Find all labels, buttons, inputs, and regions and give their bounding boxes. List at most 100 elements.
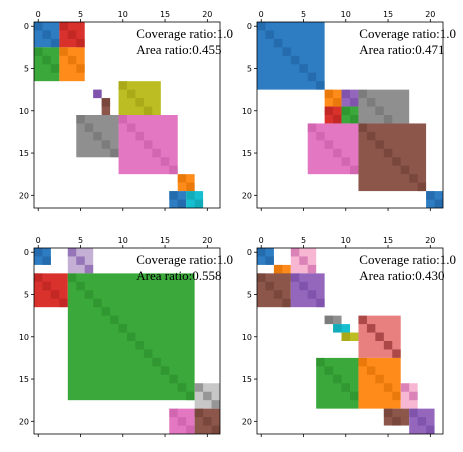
block-1-diag-cell [67, 30, 77, 39]
block-4-diag-cell [316, 298, 325, 308]
plot-frame [33, 247, 221, 435]
block-6-diag-cell [194, 408, 204, 418]
block-8-diag-cell [135, 131, 144, 141]
block-1-diag-cell [333, 98, 342, 107]
block-4-diag-cell [290, 273, 300, 282]
block-3-diag-cell [76, 64, 85, 73]
block-2-diag-cell [341, 89, 350, 99]
block-6-diag-cell [135, 98, 144, 107]
block-10-diag-cell [392, 391, 401, 401]
block-8-diag-cell [383, 341, 393, 350]
block-3-diag-cell [135, 341, 144, 350]
block-0-diag-cell [257, 248, 266, 257]
block-2-diag-cell [50, 290, 60, 299]
block-3-diag-cell [67, 55, 77, 65]
block-11-diag-cell [400, 383, 410, 392]
x-tick-label: 20 [202, 236, 212, 245]
y-tick-label: 0 [247, 22, 252, 31]
block-5-diag-cell [366, 98, 376, 107]
x-tick-label: 15 [383, 10, 393, 19]
block-7-diag-cell [383, 148, 393, 158]
block-2-diag-cell [42, 55, 51, 65]
block-7-diag-cell [341, 332, 350, 341]
block-8-diag-cell [169, 165, 178, 175]
block-9-diag-cell [350, 391, 359, 401]
y-tick-label: 10 [242, 107, 252, 116]
block-11-diag-cell [194, 199, 204, 208]
x-tick-label: 0 [259, 10, 264, 19]
block-2-diag-cell [50, 64, 60, 73]
block-7-diag-cell [409, 174, 418, 183]
y-tick-label: 5 [247, 65, 252, 74]
block-0-diag-cell [307, 72, 317, 82]
block-8-diag-cell [358, 315, 367, 325]
block-8-diag-cell [434, 199, 443, 208]
block-6-diag-cell [211, 425, 220, 434]
block-0-diag-cell [265, 256, 274, 265]
y-tick-label: 15 [242, 149, 252, 158]
plot-frame [256, 247, 444, 435]
y-tick-label: 0 [24, 22, 29, 31]
block-3-diag-cell [169, 374, 178, 384]
block-5-diag-cell [383, 115, 393, 124]
block-1-diag-cell [59, 22, 68, 31]
block-6-diag-cell [333, 148, 342, 158]
annotation-line-1: Area ratio:0.558 [136, 268, 221, 283]
block-6-diag-cell [307, 123, 317, 132]
block-3-diag-cell [333, 115, 342, 124]
block-7-diag-cell [366, 131, 376, 141]
block-3-diag-cell [273, 290, 283, 299]
block-3-diag-cell [84, 290, 94, 299]
x-tick-label: 15 [160, 10, 170, 19]
x-tick-label: 15 [160, 236, 170, 245]
block-11-diag-cell [409, 391, 418, 401]
block-3-diag-cell [177, 383, 187, 392]
block-10-diag-cell [383, 383, 393, 392]
block-4-diag-cell [211, 400, 220, 409]
block-8-diag-cell [366, 324, 376, 333]
block-0-diag-cell [34, 248, 43, 257]
block-2-diag-cell [307, 264, 317, 274]
block-5-diag-cell [101, 98, 111, 107]
y-tick-label: 5 [247, 291, 252, 300]
y-tick-label: 5 [24, 65, 29, 74]
block-5-diag-cell [177, 417, 187, 426]
block-8-diag-cell [375, 332, 384, 341]
x-tick-label: 10 [118, 10, 128, 19]
block-7-diag-cell [101, 140, 111, 149]
block-2-diag-cell [34, 273, 43, 282]
block-10-diag-cell [169, 191, 178, 200]
block-0-diag-cell [265, 30, 274, 39]
block-4-diag-cell [93, 89, 102, 99]
x-tick-label: 20 [425, 236, 435, 245]
block-3-diag-cell [118, 324, 127, 333]
y-tick-label: 20 [242, 191, 252, 200]
block-2-diag-cell [350, 98, 359, 107]
y-tick-label: 20 [19, 191, 29, 200]
block-5-diag-cell [324, 315, 334, 325]
block-0-diag-cell [42, 256, 51, 265]
block-6-diag-cell [333, 324, 342, 333]
block-2-diag-cell [59, 298, 68, 308]
block-7-diag-cell [76, 115, 85, 124]
block-3-diag-cell [67, 273, 77, 282]
block-3-diag-cell [127, 332, 136, 341]
block-0-diag-cell [316, 81, 325, 90]
block-3-diag-cell [152, 357, 161, 367]
block-4-diag-cell [341, 106, 350, 115]
x-tick-label: 0 [36, 236, 41, 245]
x-tick-label: 0 [259, 236, 264, 245]
block-8-diag-cell [143, 140, 153, 149]
block-3-diag-cell [282, 298, 291, 308]
block-4-diag-cell [194, 383, 204, 392]
x-tick-label: 5 [78, 236, 83, 245]
block-1-diag-cell [324, 89, 334, 99]
y-tick-label: 20 [242, 417, 252, 426]
block-13-diag-cell [417, 417, 427, 426]
block-6-diag-cell [127, 89, 136, 99]
block-3-diag-cell [143, 349, 153, 358]
block-1-diag-cell [76, 256, 85, 265]
